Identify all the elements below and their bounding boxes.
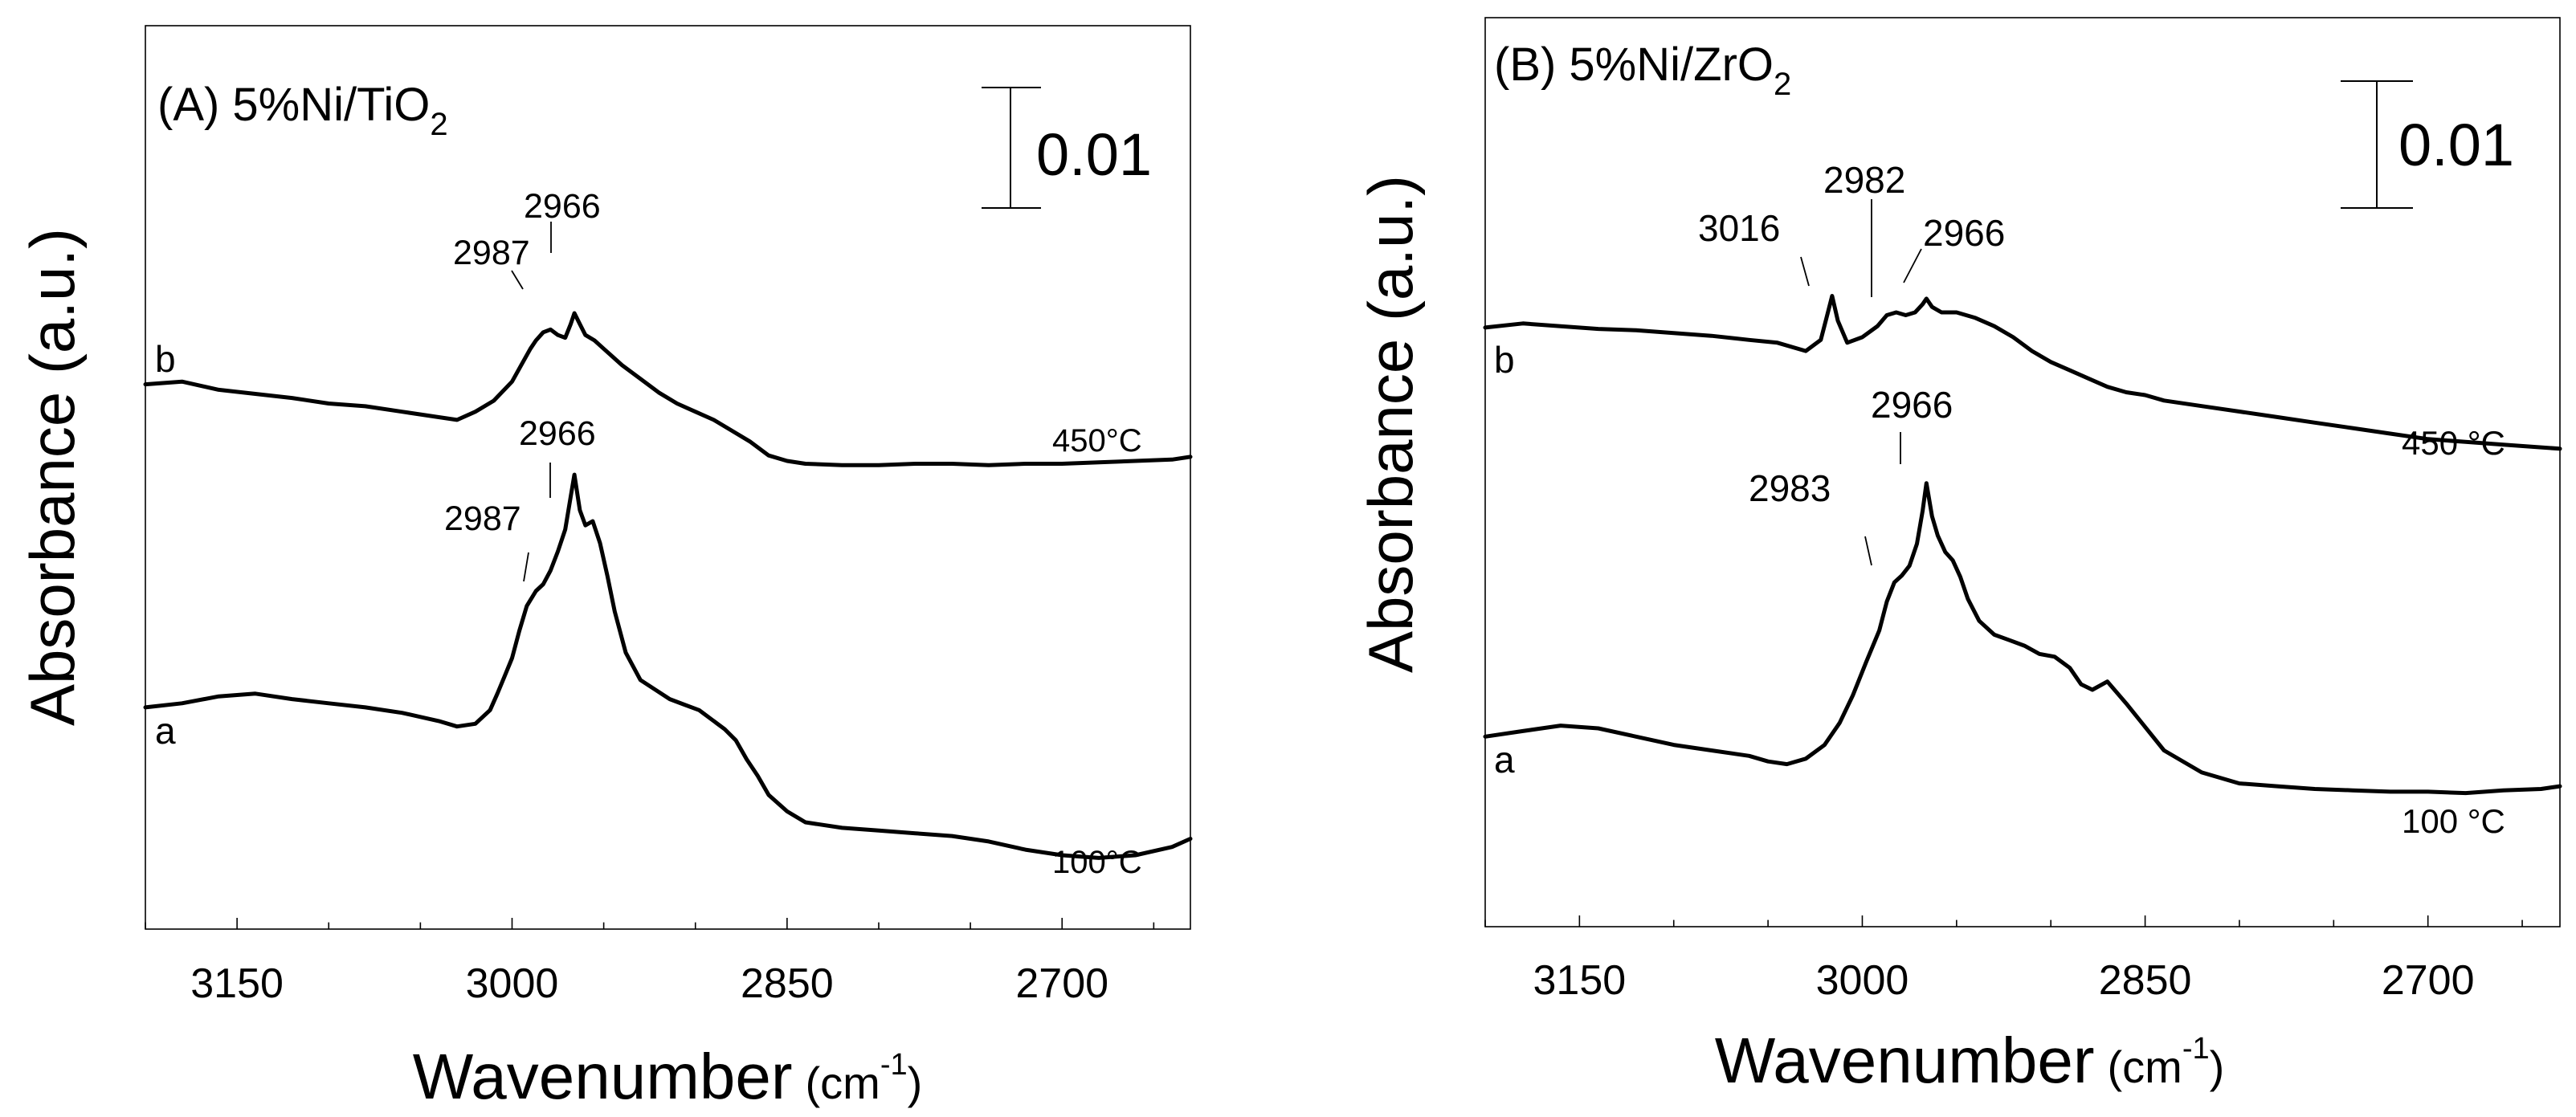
curve-letter-a: a [155, 710, 176, 752]
x-tick-label: 2700 [2382, 957, 2475, 1004]
peak-leader [1800, 256, 1810, 287]
peak-label: 2966 [519, 414, 596, 453]
panel-title: (B) 5%Ni/ZrO2 [1494, 39, 1791, 102]
scale-bar-label: 0.01 [2398, 112, 2514, 178]
temperature-label-b: 450 °C [2402, 424, 2505, 462]
peak-leader [1903, 248, 1922, 283]
x-tick-label: 3000 [1816, 957, 1909, 1004]
curve-letter-b: b [155, 338, 176, 380]
x-tick-label: 3150 [190, 960, 284, 1007]
curve-letter-b: b [1494, 339, 1515, 381]
x-axis-ticks [1484, 915, 2523, 927]
scale-bar: 0.01 [2341, 80, 2514, 209]
x-axis-label: Wavenumber (cm-1) [413, 1041, 923, 1112]
scale-bar: 0.01 [982, 87, 1152, 209]
temperature-label-b: 450°C [1052, 423, 1142, 459]
x-axis-label: Wavenumber (cm-1) [1715, 1025, 2225, 1096]
x-axis-tick-labels: 3150 3000 2850 2700 [1533, 957, 2475, 1004]
x-tick-label: 3000 [466, 960, 559, 1007]
peak-label: 2966 [1923, 212, 2005, 254]
panel-title: (A) 5%Ni/TiO2 [157, 79, 448, 142]
peak-label: 2982 [1823, 159, 1905, 201]
panel-b: 3150 3000 2850 2700 (B) 5%Ni/ZrO2 Absorb… [1355, 17, 2562, 1096]
y-axis-label: Absorbance (a.u.) [1355, 175, 1426, 673]
spectrum-a [143, 472, 1193, 860]
temperature-label-a: 100 °C [2402, 802, 2505, 840]
plot-frame [145, 25, 1191, 930]
plot-frame [1484, 17, 2561, 927]
y-axis-label: Absorbance (a.u.) [17, 228, 88, 726]
spectrum-b [1483, 294, 2562, 451]
spectrum-b [143, 311, 1193, 467]
x-axis-ticks [145, 918, 1155, 929]
peak-leader [511, 270, 524, 290]
x-axis-tick-labels: 3150 3000 2850 2700 [190, 960, 1108, 1007]
peak-label: 3016 [1698, 207, 1780, 249]
peak-label: 2966 [524, 187, 601, 226]
peak-label: 2987 [453, 234, 530, 272]
spectrum-a [1483, 481, 2562, 796]
scale-bar-label: 0.01 [1036, 121, 1152, 188]
panel-a: 3150 3000 2850 2700 (A) 5%Ni/TiO2 Absorb… [17, 25, 1193, 1112]
x-tick-label: 3150 [1533, 957, 1627, 1004]
peak-label: 2966 [1871, 384, 1953, 426]
temperature-label-a: 100°C [1052, 845, 1142, 880]
peak-leader [1864, 536, 1872, 566]
curve-letter-a: a [1494, 739, 1515, 781]
peak-label: 2987 [444, 499, 521, 538]
peak-label: 2983 [1749, 467, 1831, 509]
x-tick-label: 2850 [741, 960, 834, 1007]
x-tick-label: 2700 [1015, 960, 1108, 1007]
x-tick-label: 2850 [2099, 957, 2192, 1004]
peak-leader [523, 552, 529, 582]
